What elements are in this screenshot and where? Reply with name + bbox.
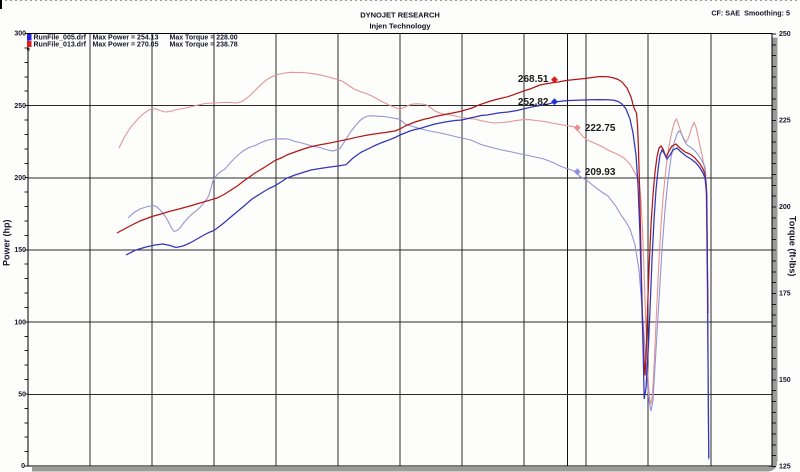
svg-text:252.82: 252.82 — [518, 97, 549, 108]
svg-text:250: 250 — [779, 31, 791, 38]
svg-text:150: 150 — [779, 377, 791, 384]
svg-text:Max Torque = 228.00: Max Torque = 228.00 — [170, 35, 238, 42]
svg-text:150: 150 — [14, 247, 26, 254]
svg-text:RunFile_005.drf: RunFile_005.drf — [34, 35, 87, 42]
svg-text:CF: SAE Smoothing: 5: CF: SAE Smoothing: 5 — [711, 9, 790, 18]
svg-text:0: 0 — [21, 463, 25, 470]
svg-text:200: 200 — [779, 204, 791, 211]
svg-text:268.51: 268.51 — [518, 74, 549, 85]
svg-text:209.93: 209.93 — [585, 167, 616, 178]
svg-text:RunFile_013.drf: RunFile_013.drf — [34, 42, 87, 49]
svg-text:Max Power = 270.05: Max Power = 270.05 — [93, 42, 159, 49]
svg-text:Power (hp): Power (hp) — [2, 219, 12, 266]
svg-text:50: 50 — [18, 392, 26, 399]
svg-text:Max Power = 254.13: Max Power = 254.13 — [93, 35, 159, 42]
svg-text:200: 200 — [14, 175, 26, 182]
svg-text:DYNOJET RESEARCH: DYNOJET RESEARCH — [360, 11, 440, 20]
svg-text:250: 250 — [14, 103, 26, 110]
svg-text:300: 300 — [14, 31, 26, 38]
svg-text:Max Torque = 238.78: Max Torque = 238.78 — [170, 42, 238, 49]
svg-text:125: 125 — [779, 463, 791, 470]
svg-text:222.75: 222.75 — [585, 123, 616, 134]
svg-text:100: 100 — [14, 319, 26, 326]
svg-text:225: 225 — [779, 118, 791, 125]
svg-text:Torque (ft-lbs): Torque (ft-lbs) — [788, 216, 798, 276]
svg-text:175: 175 — [779, 290, 791, 297]
svg-text:Injen Technology: Injen Technology — [369, 22, 431, 31]
